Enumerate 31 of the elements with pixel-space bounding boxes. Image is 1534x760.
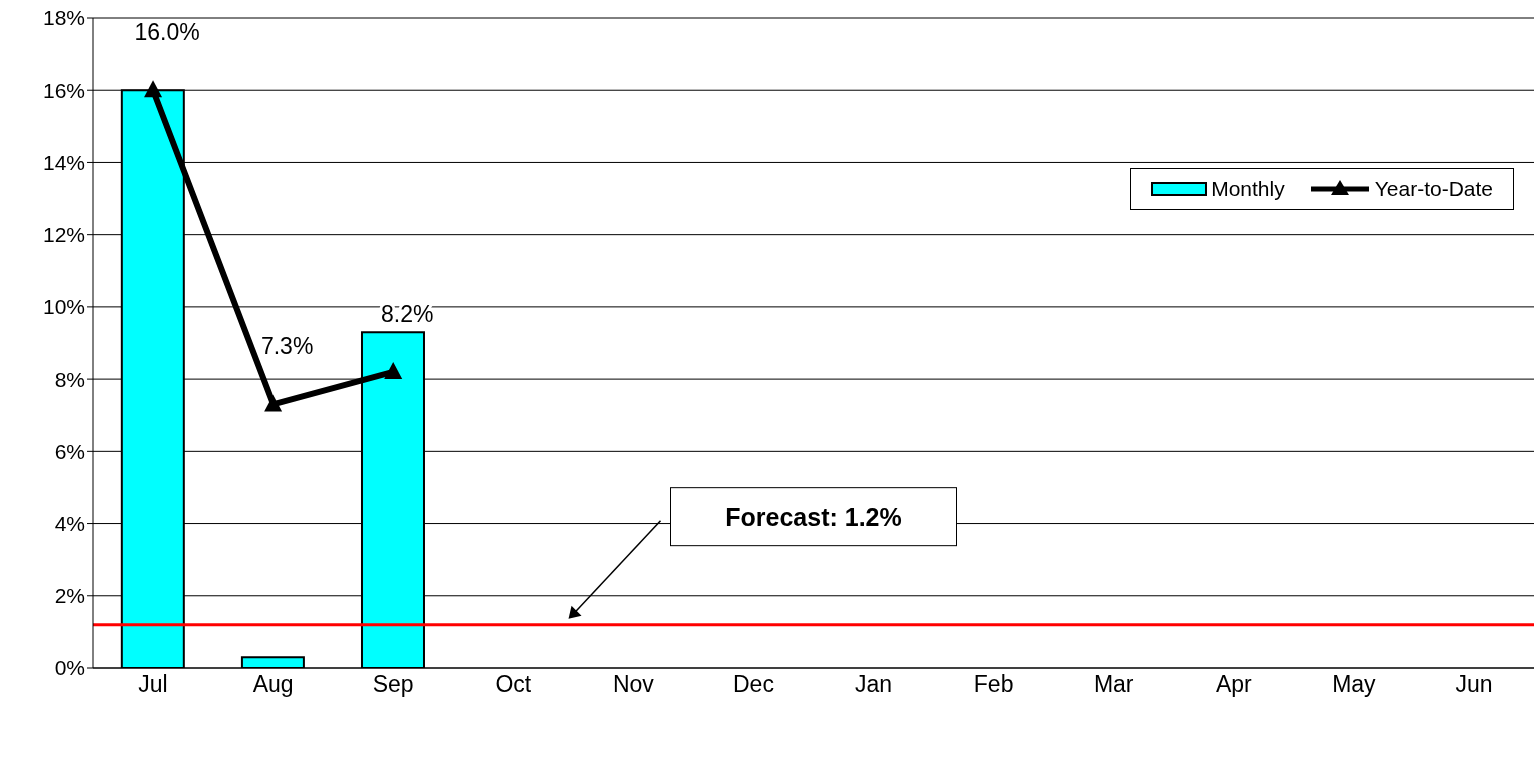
data-label: 16.0%	[134, 19, 200, 46]
x-tick-label: Nov	[612, 671, 655, 698]
y-tick-label: 10%	[42, 295, 85, 319]
data-label: 8.2%	[380, 300, 434, 327]
point	[144, 80, 163, 98]
x-tick-label: Jul	[138, 671, 168, 698]
x-tick-label: Jun	[1455, 671, 1493, 698]
x-tick-label: Aug	[252, 671, 294, 698]
y-tick-label: 14%	[42, 150, 85, 174]
x-tick-label: May	[1332, 671, 1377, 698]
point	[384, 361, 403, 379]
annotation: Forecast: 1.2%	[725, 502, 902, 531]
point	[264, 394, 283, 412]
y-tick-label: 16%	[42, 78, 85, 102]
x-tick-label: Sep	[372, 671, 414, 698]
x-tick-label: Jan	[854, 671, 893, 698]
y-tick-label: 4%	[54, 512, 85, 536]
y-tick-label: 6%	[54, 439, 85, 463]
data-label: 7.3%	[260, 333, 314, 360]
x-tick-label: Apr	[1215, 671, 1253, 698]
x-tick-label: Mar	[1093, 671, 1134, 698]
x-tick-label: Feb	[973, 671, 1014, 698]
x-tick-label: Dec	[733, 671, 774, 698]
x-tick-label: Oct	[495, 671, 532, 698]
y-tick-label: 2%	[54, 584, 85, 608]
y-tick-label: 18%	[42, 6, 85, 30]
y-tick-label: 0%	[54, 656, 85, 680]
y-tick-label: 8%	[54, 367, 85, 391]
legend-label: Monthly	[1211, 177, 1285, 201]
y-tick-label: 12%	[42, 223, 85, 247]
legend-label: Year-to-Date	[1374, 177, 1493, 201]
